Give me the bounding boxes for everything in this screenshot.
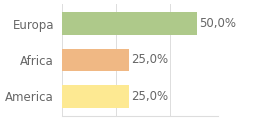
Text: 50,0%: 50,0% — [199, 17, 236, 30]
Text: 25,0%: 25,0% — [131, 54, 169, 66]
Bar — [62, 49, 129, 71]
Bar — [62, 12, 197, 35]
Bar — [62, 85, 129, 108]
Text: 25,0%: 25,0% — [131, 90, 169, 103]
